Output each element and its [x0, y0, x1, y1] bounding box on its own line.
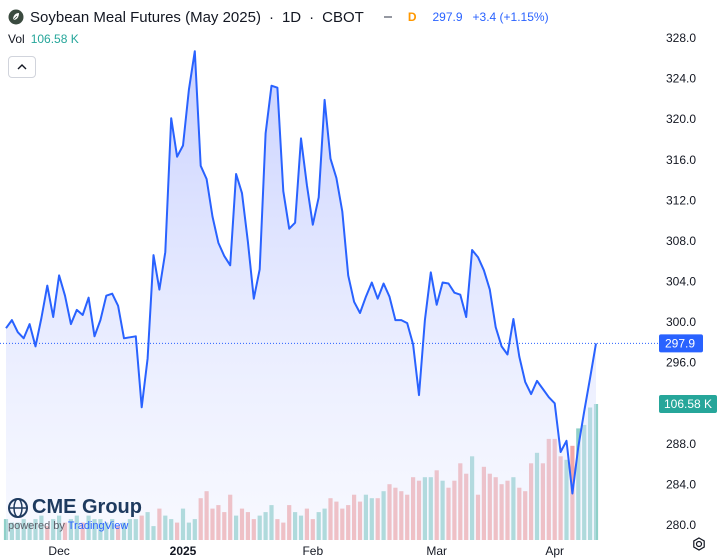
symbol-logo-icon — [8, 9, 24, 25]
time-axis-tick: 2025 — [170, 544, 197, 558]
price-axis-tick: 320.0 — [666, 112, 696, 126]
volume-value: 106.58 K — [30, 32, 79, 46]
price-axis-tick: 308.0 — [666, 234, 696, 248]
price-change: +3.4 (+1.15%) — [472, 10, 549, 24]
volume-label: Vol — [8, 32, 25, 46]
price-line — [5, 50, 597, 495]
time-axis-tick: Dec — [48, 544, 69, 558]
last-price: 297.9 — [432, 10, 463, 24]
cme-logo: CME Group powered by TradingView — [8, 496, 142, 532]
time-axis[interactable]: Dec 2025 Feb Mar Apr — [48, 544, 564, 558]
market-status-icon — [383, 16, 392, 18]
volume-legend: Vol 106.58 K — [8, 32, 79, 46]
delayed-badge[interactable]: D — [407, 10, 417, 24]
price-axis-tick: 324.0 — [666, 72, 696, 86]
last-volume-label: 106.58 K — [659, 395, 717, 413]
price-axis-tick: 312.0 — [666, 193, 696, 207]
chevron-up-icon — [17, 64, 27, 70]
logo-name: CME Group — [32, 496, 142, 518]
price-axis[interactable]: 328.0 324.0 320.0 316.0 312.0 308.0 304.0 300.0… — [666, 31, 696, 532]
symbol-title[interactable]: Soybean Meal Futures (May 2025) — [30, 8, 261, 26]
powered-by-text: powered by — [8, 520, 65, 532]
price-axis-tick: 280.0 — [666, 518, 696, 532]
time-axis-tick: Mar — [426, 544, 447, 558]
time-axis-tick: Feb — [302, 544, 323, 558]
price-area — [6, 51, 596, 540]
interval-label[interactable]: 1D — [281, 8, 302, 26]
last-price-label: 297.9 — [659, 334, 703, 353]
last-volume-label-text: 106.58 K — [664, 397, 712, 411]
price-axis-tick: 288.0 — [666, 437, 696, 451]
collapse-legend-button[interactable] — [8, 56, 36, 78]
time-axis-tick: Apr — [545, 544, 564, 558]
price-axis-tick: 316.0 — [666, 153, 696, 167]
chart-header: Soybean Meal Futures (May 2025) · 1D · C… — [8, 6, 549, 28]
last-price-label-text: 297.9 — [665, 336, 695, 350]
exchange-label: CBOT — [322, 8, 364, 26]
price-axis-tick: 304.0 — [666, 275, 696, 289]
price-axis-tick: 300.0 — [666, 315, 696, 329]
price-axis-tick: 296.0 — [666, 356, 696, 370]
tradingview-brand: TradingView — [67, 520, 129, 532]
separator: · — [268, 8, 274, 26]
globe-icon — [8, 497, 28, 518]
separator: · — [309, 8, 315, 26]
price-axis-tick: 284.0 — [666, 477, 696, 491]
settings-icon[interactable] — [692, 537, 706, 556]
price-axis-tick: 328.0 — [666, 31, 696, 45]
